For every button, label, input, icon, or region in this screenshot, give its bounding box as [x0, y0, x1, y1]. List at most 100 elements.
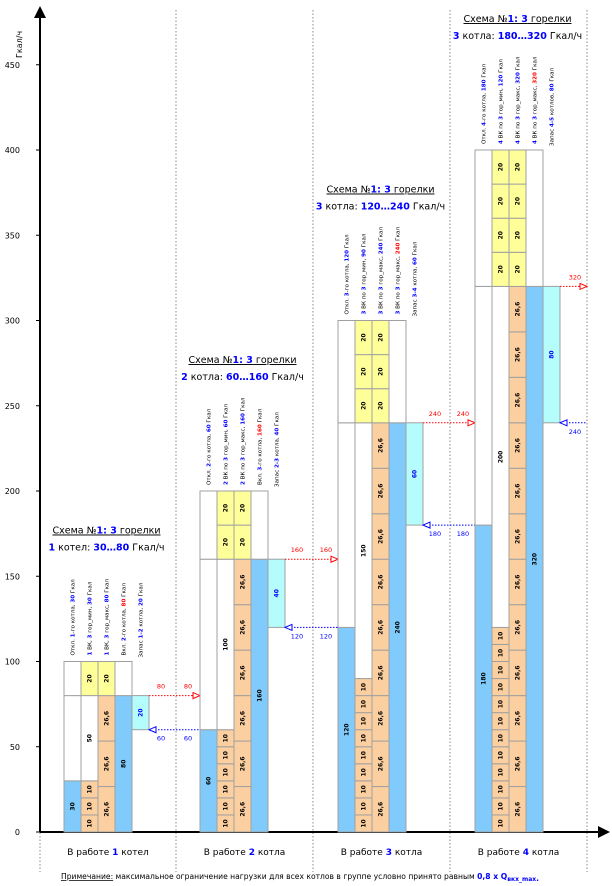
arrow-head-icon	[467, 419, 477, 427]
segment-value: 26,6	[515, 302, 522, 317]
arrow-head-icon	[421, 521, 431, 529]
text-run: Гкал/ч	[269, 372, 304, 383]
segment-value: 240	[395, 621, 402, 634]
text-run: 3	[379, 286, 385, 290]
text-run: 320	[533, 72, 539, 84]
text-run: котла	[529, 848, 559, 858]
column-label: 4 ВК по 3 гор_макс, 320 Гкал	[533, 56, 539, 144]
segment-value: 20	[240, 504, 247, 512]
text-run: Гкал	[105, 579, 111, 595]
column-label: Откл. 1-го котла, 30 Гкал	[71, 579, 77, 656]
load-segment-white	[474, 149, 493, 287]
arrow-head-icon	[330, 555, 340, 563]
y-tick-label: 250	[5, 402, 20, 411]
scheme-title: Схема №1: 3 горелки	[463, 14, 571, 25]
text-run: 240	[379, 243, 385, 255]
text-run: 2-3	[275, 458, 281, 468]
segment-value: 26,6	[515, 665, 522, 680]
column-label: Вкл. 2-го котла, 80 Гкал	[122, 583, 128, 656]
text-run: Гкал	[413, 241, 419, 257]
load-segment-white	[114, 661, 133, 697]
segment-value: 10	[361, 717, 368, 725]
text-run: Гкал/ч	[410, 202, 445, 213]
segment-value: 20	[104, 674, 111, 682]
segment-value: 20	[378, 333, 385, 341]
y-axis-arrow-icon	[34, 6, 46, 18]
text-run: 3	[516, 116, 522, 120]
section-footer-label: В работе 2 котла	[204, 848, 286, 858]
y-tick-label: 100	[5, 658, 20, 667]
text-run: Гкал	[550, 67, 556, 83]
arrow-value-label: 60	[157, 735, 165, 743]
text-run: Гкал	[275, 412, 281, 428]
load-segment-white	[199, 558, 218, 731]
segment-value: 26,6	[240, 756, 247, 771]
y-tick-label: 350	[5, 231, 20, 240]
text-run: гор_макс,	[533, 84, 539, 116]
text-run: -го котла,	[207, 432, 213, 463]
segment-value: 26,6	[240, 711, 247, 726]
text-run: 2	[241, 481, 247, 485]
text-run: гор_макс,	[396, 254, 402, 286]
text-run: ВК по	[396, 290, 402, 310]
text-run: горелки	[391, 185, 435, 196]
text-run: Гкал	[499, 59, 505, 75]
text-run: котла	[255, 848, 285, 858]
text-run: Вкл.	[122, 641, 128, 655]
text-run: 20	[139, 598, 145, 606]
text-run: котел	[118, 848, 148, 858]
text-run: Запас	[413, 298, 419, 317]
text-run: 30	[88, 597, 94, 605]
column-label: Запас 3-4 котла, 60 Гкал	[413, 241, 419, 316]
segment-value: 60	[206, 777, 213, 785]
text-run: Гкал	[122, 583, 128, 599]
text-run: 3	[105, 634, 111, 638]
segment-value: 20	[361, 367, 368, 375]
text-run: 3-4	[413, 287, 419, 297]
text-run: 180	[482, 79, 488, 91]
text-run: 1: 3	[507, 14, 527, 25]
segment-value: 20	[498, 265, 505, 273]
segment-value: 26,6	[515, 529, 522, 544]
text-run: Гкал	[516, 56, 522, 72]
segment-value: 26,6	[515, 347, 522, 362]
scheme-title: Схема №1: 3 горелки	[52, 526, 160, 537]
column-label: 4 ВК по 3 гор_мин, 120 Гкал	[499, 59, 505, 144]
segment-value: 26,6	[515, 756, 522, 771]
arrow-value-label: 240	[429, 410, 441, 418]
text-run: ВК по	[362, 290, 368, 310]
text-run: 4	[482, 122, 488, 126]
segment-value: 26,6	[515, 438, 522, 453]
text-run: гор_макс,	[241, 425, 247, 457]
text-run: котла,	[413, 265, 419, 287]
text-run: ВК по	[533, 120, 539, 140]
segment-value: 20	[515, 197, 522, 205]
arrow-head-icon	[579, 282, 589, 291]
text-run: Гкал	[482, 63, 488, 79]
text-run: Вкл.	[258, 471, 264, 485]
segment-value: 10	[498, 819, 505, 827]
segment-value: 20	[515, 265, 522, 273]
text-run: В работе	[478, 848, 523, 858]
segment-value: 180	[481, 672, 488, 685]
segment-value: 26,6	[240, 575, 247, 590]
segment-value: 150	[361, 544, 368, 557]
text-run: Схема №	[52, 526, 96, 537]
text-run: 60	[413, 257, 419, 265]
text-run: Схема №	[188, 355, 232, 366]
text-run: 3	[241, 457, 247, 461]
arrow-value-label: 60	[184, 735, 192, 743]
segment-value: 26,6	[378, 484, 385, 499]
load-segment-cyan	[131, 695, 150, 731]
y-tick-label: 300	[5, 317, 20, 326]
text-run: гор_мин,	[224, 427, 230, 457]
text-run: котла:	[459, 31, 497, 42]
text-run: 4	[499, 140, 505, 144]
text-run: 40	[275, 428, 281, 436]
text-run: В работе	[341, 848, 386, 858]
text-run: гор_макс,	[105, 602, 111, 634]
arrow-head-icon	[283, 623, 293, 632]
text-run: 1	[105, 652, 111, 656]
